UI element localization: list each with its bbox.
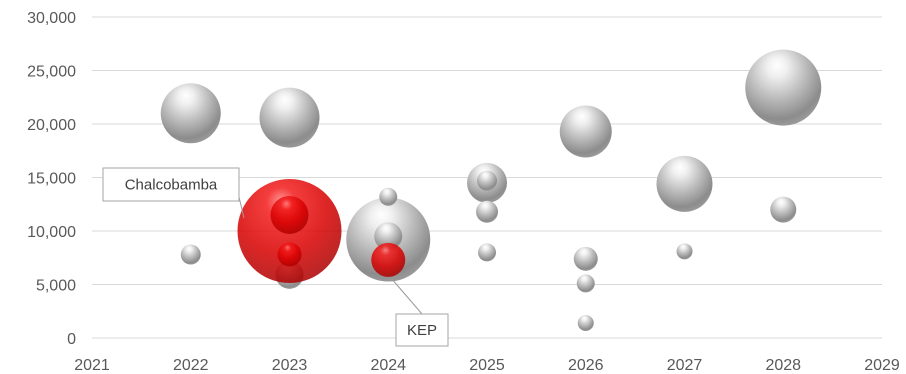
x-tick-label: 2025	[469, 357, 505, 374]
x-tick-label: 2028	[765, 357, 801, 374]
bubble	[559, 105, 612, 158]
bubble	[374, 222, 403, 251]
x-tick-label: 2027	[667, 357, 703, 374]
x-tick-label: 2021	[74, 357, 110, 374]
y-tick-label: 30,000	[27, 10, 76, 27]
x-tick-label: 2022	[173, 357, 209, 374]
callout-box	[102, 167, 240, 202]
y-tick-label: 25,000	[27, 64, 76, 81]
bubble	[478, 243, 496, 262]
bubble	[379, 187, 398, 206]
bubble	[576, 274, 595, 293]
callout-box	[395, 313, 449, 347]
callout-leader	[390, 277, 423, 315]
x-tick-label: 2023	[272, 357, 308, 374]
x-tick-label: 2024	[370, 357, 406, 374]
y-tick-label: 20,000	[27, 117, 76, 134]
bubble	[676, 243, 693, 260]
x-tick-label: 2029	[864, 357, 900, 374]
y-tick-label: 15,000	[27, 171, 76, 188]
bubble	[180, 244, 201, 265]
bubble	[476, 200, 498, 223]
bubble	[160, 83, 221, 144]
bubble	[770, 196, 797, 223]
bubble	[573, 246, 598, 271]
bubble	[745, 49, 822, 126]
callout-label: KEP	[407, 322, 437, 339]
y-tick-label: 5,000	[36, 278, 76, 295]
y-tick-label: 10,000	[27, 224, 76, 241]
y-tick-label: 0	[67, 331, 76, 348]
bubble-highlight	[270, 195, 309, 234]
bubble	[477, 170, 497, 191]
callout-label: Chalcobamba	[125, 177, 218, 194]
x-tick-label: 2026	[568, 357, 604, 374]
bubble	[656, 155, 713, 212]
bubble-highlight	[277, 242, 302, 267]
axis-labels: 0 5,000 10,000 15,000 20,000 25,000 30,000 2021…	[27, 10, 900, 374]
bubble	[259, 87, 320, 148]
callouts: Chalcobamba KEP	[102, 167, 449, 347]
callout-leader	[238, 196, 245, 219]
bubble	[577, 315, 594, 332]
bubble-highlight	[371, 242, 406, 277]
bubbles	[160, 49, 822, 332]
